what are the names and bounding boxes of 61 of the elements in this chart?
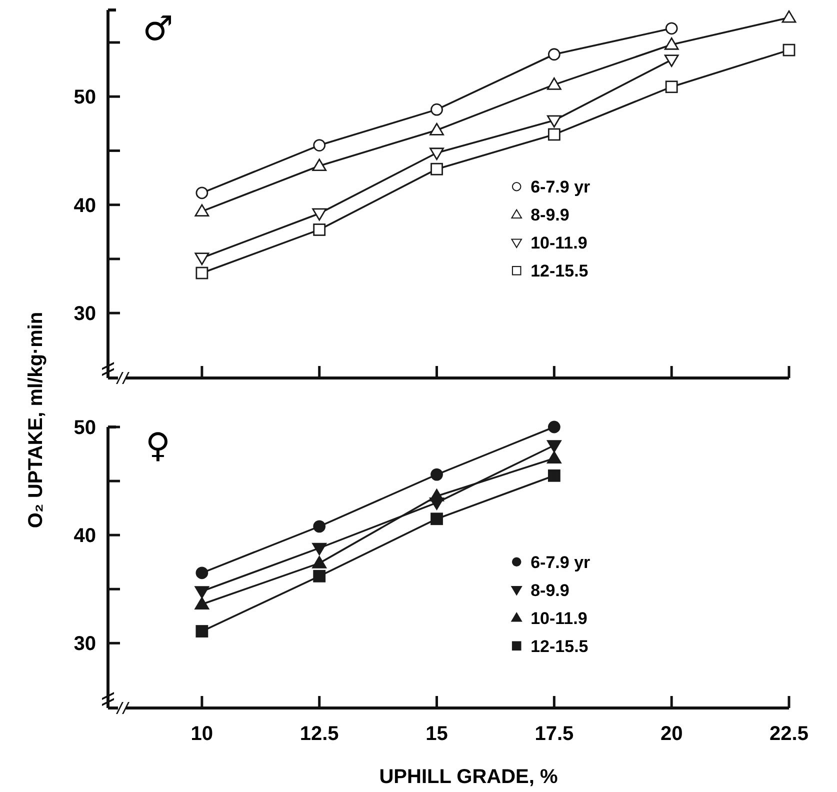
y-tick-label: 40: [74, 525, 96, 548]
x-tick-label: 22.5: [770, 723, 808, 745]
legend-label: 10-11.9: [530, 234, 588, 253]
point: [782, 10, 796, 23]
point: [430, 488, 444, 502]
point: [430, 103, 443, 116]
point: [548, 128, 560, 141]
y-axis-title: O₂ UPTAKE, ml/kg·min: [25, 312, 47, 528]
y-tick-label: 50: [74, 417, 96, 439]
point: [664, 37, 679, 50]
y-tick-label: 30: [74, 303, 96, 326]
legend-label: 8-9.9: [530, 580, 570, 600]
point: [548, 469, 560, 482]
y-tick-label: 40: [74, 194, 96, 217]
point: [194, 252, 210, 266]
point: [430, 122, 444, 136]
point: [430, 148, 444, 160]
point: [194, 204, 210, 217]
y-tick-label: 50: [74, 86, 96, 109]
point: [548, 48, 560, 61]
point: [196, 625, 208, 638]
legend-label: 12-15.5: [530, 636, 588, 656]
point: [196, 186, 208, 200]
point: [548, 420, 560, 434]
point: [664, 54, 679, 67]
x-tick-label: 12.5: [300, 723, 339, 745]
legend-label: 6-7.9 yr: [530, 178, 591, 197]
point: [313, 570, 326, 582]
x-axis-title: UPHILL GRADE, %: [379, 766, 558, 788]
x-tick-label: 17.5: [534, 723, 574, 745]
legend-label: 10-11.9: [530, 608, 588, 628]
point: [194, 597, 210, 610]
point: [312, 158, 327, 172]
point: [196, 266, 208, 280]
point: [546, 77, 562, 90]
annotation: ♂: [142, 9, 174, 49]
y-tick-label: 30: [74, 633, 96, 656]
x-tick-label: 20: [660, 723, 683, 745]
x-tick-label: 15: [426, 723, 448, 745]
point: [430, 512, 443, 526]
point: [194, 586, 210, 598]
legend-label: 6-7.9 yr: [530, 552, 591, 572]
point: [312, 556, 327, 568]
point: [782, 44, 796, 56]
point: [546, 440, 562, 453]
point: [665, 80, 678, 94]
legend-label: 12-15.5: [530, 262, 588, 281]
point: [546, 115, 562, 128]
annotation: ♀: [146, 426, 170, 466]
point: [430, 162, 443, 176]
point: [312, 542, 327, 556]
x-tick-label: 10: [190, 723, 214, 745]
point: [312, 208, 327, 221]
point: [196, 566, 208, 580]
point: [430, 468, 443, 481]
point: [313, 139, 326, 152]
legend-label: 8-9.9: [530, 206, 570, 225]
point: [313, 520, 326, 533]
point: [546, 451, 562, 464]
point: [665, 22, 678, 35]
point: [313, 224, 326, 236]
